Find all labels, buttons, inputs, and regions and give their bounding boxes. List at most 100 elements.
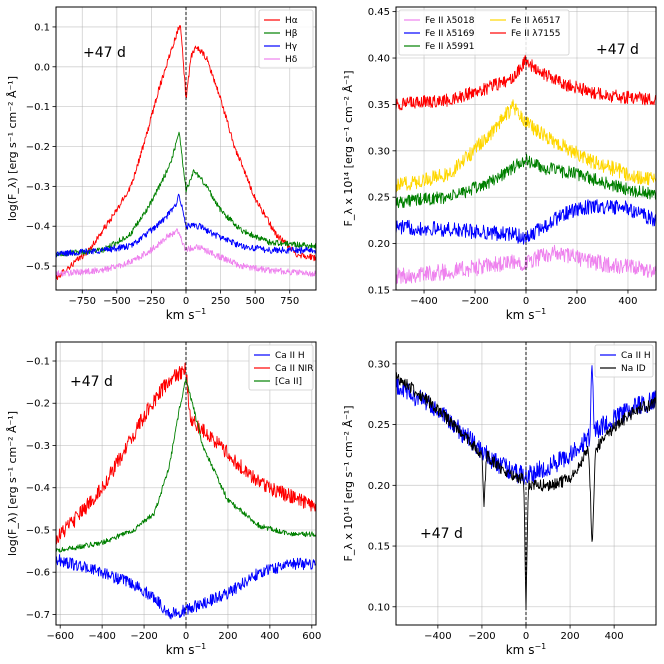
- x-tick-label: −200: [461, 296, 488, 307]
- legend-label: Ca II H: [621, 351, 651, 361]
- y-tick-label: 0.25: [368, 420, 390, 431]
- y-ticks: −0.7 −0.6 −0.5 −0.4 −0.3 −0.2 −0.1: [26, 357, 56, 621]
- y-tick-label: 0.0: [34, 62, 50, 73]
- y-tick-label: 0.15: [368, 542, 390, 553]
- x-tick-label: −600: [46, 631, 73, 642]
- x-tick-label: 200: [567, 296, 586, 307]
- panel-top-left: −750 −500 −250 0 250 500 750 −0.5−0.4−0.3−0.2−…: [6, 6, 317, 322]
- x-tick-label: 400: [605, 631, 624, 642]
- x-tick-label: 0: [183, 296, 189, 307]
- x-axis-label-exponent: −1: [534, 307, 546, 316]
- x-axis-label: km s−1: [506, 307, 547, 322]
- x-tick-label: −500: [103, 296, 130, 307]
- legend-label: Fe II λ7155: [511, 29, 560, 39]
- legend-label: Fe II λ5991: [425, 42, 474, 52]
- x-axis-label-main: km s: [506, 643, 535, 657]
- x-tick-label: −200: [468, 631, 495, 642]
- y-tick-label: 0.45: [368, 7, 390, 18]
- y-tick-label: −0.1: [26, 102, 50, 113]
- x-axis-label-main: km s: [166, 643, 195, 657]
- legend: Ca II H Na ID: [594, 344, 654, 378]
- x-ticks: −750 −500 −250 0 250 500 750: [69, 290, 299, 307]
- y-tick-label: 0.20: [368, 239, 390, 250]
- y-axis-label: F_λ x 10¹⁴ [erg s⁻¹ cm⁻² Å⁻¹]: [342, 71, 355, 227]
- x-axis-label-exponent: −1: [194, 642, 206, 651]
- legend-label: [Ca II]: [275, 377, 302, 387]
- y-tick-label: 0.15: [368, 286, 390, 297]
- legend-box: [248, 344, 314, 391]
- panel-bottom-left: −600 −400 −200 0 200 400 600 −0.7−0.6−0.5−0.4−…: [6, 341, 321, 657]
- y-tick-label: 0.10: [368, 602, 390, 613]
- panel-top-right: −400 −200 0 200 400 0.15 0.20 0.25 0.30 0.35 0.40…: [342, 6, 657, 322]
- epoch-annotation: +47 d: [83, 45, 126, 61]
- legend: Fe II λ5018 Fe II λ5169 Fe II λ5991 Fe II λ…: [398, 9, 570, 56]
- y-tick-label: −0.3: [26, 182, 50, 193]
- series-line: [395, 53, 657, 111]
- legend-label: Ca II NIR: [275, 364, 313, 374]
- legend-box: [258, 9, 314, 69]
- legend-label: Hγ: [285, 42, 298, 52]
- legend-label: Hα: [285, 16, 298, 26]
- x-tick-label: 0: [183, 631, 189, 642]
- x-ticks: −600 −400 −200 0 200 400 600: [46, 625, 321, 642]
- legend-box: [594, 344, 654, 378]
- x-tick-label: 400: [618, 296, 637, 307]
- legend-box: [398, 9, 570, 56]
- y-tick-label: 0.30: [368, 359, 390, 370]
- x-tick-label: 500: [246, 296, 265, 307]
- x-tick-label: −400: [88, 631, 115, 642]
- y-tick-label: −0.1: [26, 357, 50, 368]
- y-axis-label: log(F_λ) [erg s⁻¹ cm⁻² Å⁻¹]: [6, 411, 19, 556]
- y-tick-label: −0.4: [26, 483, 50, 494]
- x-ticks: −400 −200 0 200 400: [410, 290, 638, 307]
- legend-label: Na ID: [621, 364, 646, 374]
- x-tick-label: 400: [260, 631, 279, 642]
- x-axis-label-main: km s: [506, 308, 535, 322]
- epoch-annotation: +47 d: [596, 42, 639, 58]
- series-line: [395, 153, 657, 209]
- x-tick-label: −750: [69, 296, 96, 307]
- legend-label: Fe II λ5018: [425, 16, 475, 26]
- y-ticks: −0.5 −0.4 −0.3 −0.2 −0.1 0.0 0.1: [26, 22, 56, 273]
- y-tick-label: −0.7: [26, 610, 50, 621]
- x-tick-label: 200: [561, 631, 580, 642]
- y-axis-label: log(F_λ) [erg s⁻¹ cm⁻² Å⁻¹]: [6, 76, 19, 221]
- legend: Hα Hβ Hγ Hδ: [258, 9, 314, 69]
- epoch-annotation: +47 d: [70, 374, 113, 390]
- y-tick-label: 0.1: [34, 22, 50, 33]
- y-tick-label: 0.20: [368, 481, 390, 492]
- y-axis-label: F_λ x 10¹⁴ [erg s⁻¹ cm⁻² Å⁻¹]: [342, 406, 355, 562]
- x-tick-label: 0: [523, 631, 529, 642]
- panel-bottom-right: −400 −200 0 200 400 0.10 0.15 0.20 0.25 0.30 +47…: [342, 341, 657, 657]
- x-tick-label: 200: [218, 631, 237, 642]
- x-axis-label: km s−1: [166, 642, 207, 657]
- epoch-annotation: +47 d: [420, 526, 463, 542]
- y-ticks: 0.15 0.20 0.25 0.30 0.35 0.40 0.45: [368, 7, 396, 297]
- y-tick-label: −0.4: [26, 222, 50, 233]
- x-tick-label: 600: [302, 631, 321, 642]
- x-axis-label-exponent: −1: [194, 307, 206, 316]
- x-ticks: −400 −200 0 200 400: [424, 625, 624, 642]
- x-tick-label: 250: [211, 296, 230, 307]
- series-line: [55, 25, 317, 281]
- y-tick-label: 0.35: [368, 100, 390, 111]
- y-ticks: 0.10 0.15 0.20 0.25 0.30: [368, 359, 396, 613]
- legend-label: Fe II λ5169: [425, 29, 475, 39]
- legend-label: Fe II λ6517: [511, 16, 560, 26]
- y-tick-label: −0.6: [26, 568, 50, 579]
- y-tick-label: 0.40: [368, 54, 390, 65]
- y-tick-label: −0.2: [26, 399, 50, 410]
- x-tick-label: 750: [280, 296, 299, 307]
- series-line: [55, 554, 317, 620]
- y-tick-label: 0.30: [368, 146, 390, 157]
- legend: Ca II H Ca II NIR [Ca II]: [248, 344, 314, 391]
- x-tick-label: −250: [138, 296, 165, 307]
- x-axis-label: km s−1: [166, 307, 207, 322]
- y-tick-label: 0.25: [368, 193, 390, 204]
- x-tick-label: 0: [523, 296, 529, 307]
- y-tick-label: −0.3: [26, 441, 50, 452]
- legend-label: Ca II H: [275, 351, 305, 361]
- x-tick-label: −200: [130, 631, 157, 642]
- x-tick-label: −400: [424, 631, 451, 642]
